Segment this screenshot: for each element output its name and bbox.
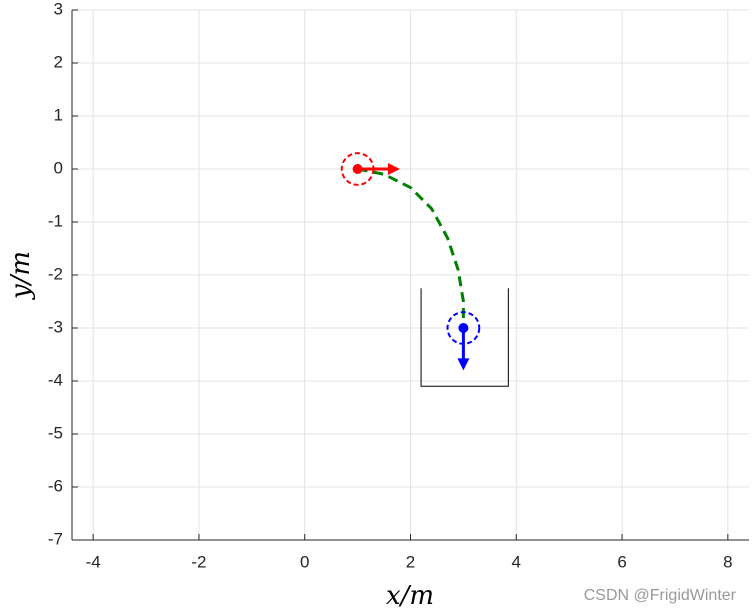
x-tick-label: 4: [512, 552, 521, 571]
y-tick-label: 3: [54, 0, 63, 18]
y-tick-label: -6: [48, 476, 63, 495]
y-tick-label: 2: [54, 52, 63, 71]
pose-point: [352, 164, 363, 174]
pose-point: [458, 323, 469, 333]
x-tick-label: 0: [300, 552, 309, 571]
y-tick-label: -1: [48, 211, 63, 230]
arrow-head: [457, 358, 470, 371]
y-tick-label: -4: [48, 370, 63, 389]
y-tick-label: -2: [48, 264, 63, 283]
x-axis-label: x/m: [386, 581, 434, 611]
x-tick-label: 6: [617, 552, 626, 571]
y-axis-label: y/m: [6, 251, 36, 300]
y-tick-label: -5: [48, 423, 63, 442]
x-tick-label: 2: [406, 552, 415, 571]
x-tick-label: -2: [191, 552, 206, 571]
y-tick-label: -7: [48, 529, 63, 548]
trajectory: [357, 167, 465, 323]
y-tick-label: 1: [54, 105, 63, 124]
parking-slot: [420, 288, 509, 387]
x-tick-label: -4: [86, 552, 101, 571]
y-tick-label: 0: [54, 158, 63, 177]
arrow-head: [387, 163, 400, 175]
watermark: CSDN @FrigidWinter: [584, 587, 737, 604]
x-tick-label: 8: [723, 552, 732, 571]
y-tick-label: -3: [48, 317, 63, 336]
